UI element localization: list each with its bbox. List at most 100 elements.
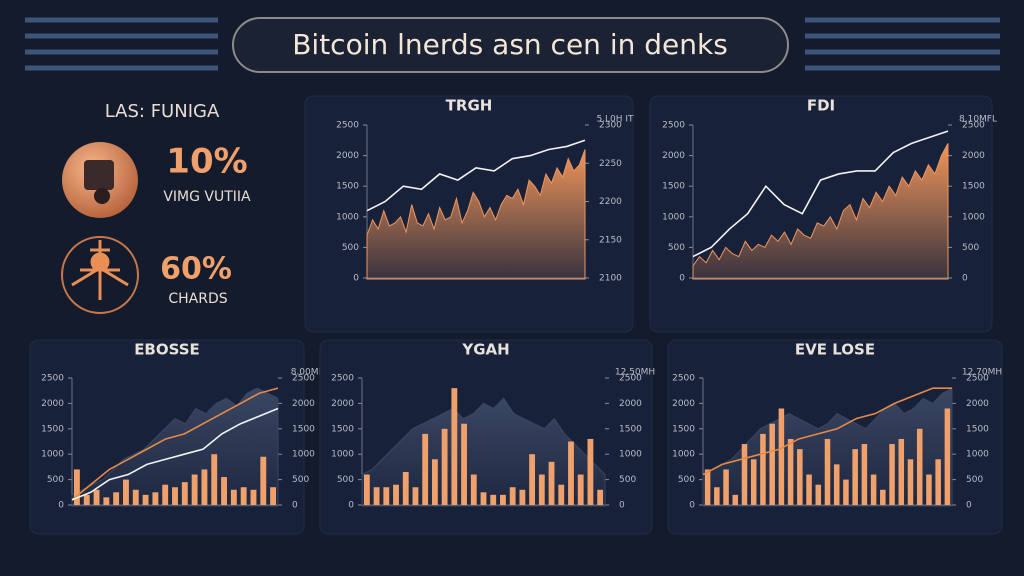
bar — [916, 428, 923, 505]
bar — [201, 469, 208, 505]
decor-stripes — [25, 17, 1000, 71]
bar — [926, 474, 932, 505]
bar — [889, 444, 895, 505]
y-tick-label: 1500 — [331, 424, 354, 434]
bar — [123, 479, 129, 505]
y2-tick-label: 1000 — [292, 450, 315, 460]
y-tick-label: 0 — [348, 501, 354, 511]
y2-tick-label: 2250 — [599, 159, 622, 169]
y2-tick-label: 2500 — [962, 121, 985, 131]
bar — [132, 489, 139, 505]
y-tick-label: 2000 — [331, 399, 354, 409]
y2-tick-label: 500 — [966, 475, 983, 485]
bar — [519, 489, 526, 505]
y2-tick-label: 2500 — [292, 374, 315, 384]
bar — [861, 444, 868, 505]
bar — [383, 487, 390, 505]
y2-tick-label: 500 — [292, 475, 309, 485]
bar — [461, 423, 467, 505]
y-tick-label: 2500 — [41, 374, 64, 384]
y2-axis-label: 5.L0H IT — [596, 115, 634, 125]
bar — [548, 461, 555, 505]
y-tick-label: 2000 — [336, 151, 359, 161]
y2-axis-label: 12.50MH — [615, 368, 655, 378]
bar — [760, 433, 766, 505]
line — [366, 139, 586, 212]
bar — [172, 487, 178, 505]
bar — [393, 484, 399, 505]
bar — [750, 459, 757, 505]
bar — [480, 492, 487, 505]
bar — [704, 469, 711, 505]
y2-tick-label: 2000 — [619, 399, 642, 409]
bar — [402, 471, 409, 505]
line — [71, 387, 279, 501]
bar — [944, 408, 951, 505]
bar — [587, 438, 594, 505]
bar — [723, 469, 729, 505]
bar — [824, 438, 831, 505]
bar — [509, 487, 516, 505]
bar — [412, 487, 419, 505]
y-tick-label: 2000 — [41, 399, 64, 409]
chart-title: EBOSSE — [134, 341, 200, 359]
bar — [93, 489, 100, 505]
bar — [907, 459, 914, 505]
bar — [73, 469, 80, 505]
y2-axis-label: 12.70MH — [962, 368, 1002, 378]
y-tick-label: 500 — [47, 475, 64, 485]
y2-tick-label: 1000 — [619, 450, 642, 460]
y2-tick-label: 1000 — [966, 450, 989, 460]
bar — [83, 494, 90, 505]
y2-tick-label: 0 — [962, 274, 968, 284]
y-tick-label: 1500 — [41, 424, 64, 434]
bar — [870, 474, 877, 505]
area — [692, 143, 949, 280]
bar — [363, 474, 370, 505]
y-tick-label: 500 — [337, 475, 354, 485]
chart-title: FDI — [807, 97, 835, 115]
y-tick-label: 500 — [668, 243, 685, 253]
bar — [732, 494, 739, 505]
y2-tick-label: 2100 — [599, 274, 622, 284]
y2-tick-label: 0 — [619, 501, 625, 511]
bar — [451, 388, 458, 505]
y-tick-label: 2000 — [662, 151, 685, 161]
y2-tick-label: 2150 — [599, 235, 622, 245]
y2-tick-label: 2000 — [962, 151, 985, 161]
stat-value: 60% — [160, 252, 232, 287]
bar — [843, 479, 849, 505]
area — [366, 149, 586, 280]
y-tick-label: 0 — [679, 274, 685, 284]
line — [71, 407, 279, 501]
y-tick-label: 2000 — [672, 399, 695, 409]
y2-tick-label: 1500 — [619, 424, 642, 434]
chart-title: YGAH — [461, 341, 509, 359]
y-tick-label: 500 — [342, 243, 359, 253]
line — [702, 387, 952, 476]
stat-icon — [61, 236, 139, 314]
bar — [162, 484, 169, 505]
bar — [221, 477, 227, 505]
bar — [431, 459, 438, 505]
bar — [422, 433, 429, 505]
stat-label: CHARDS — [168, 291, 227, 307]
bar — [898, 438, 905, 505]
bar — [778, 408, 785, 505]
bar — [815, 484, 822, 505]
bar — [270, 487, 277, 505]
bar — [441, 428, 448, 505]
stat-value: 10% — [166, 142, 247, 182]
bar — [113, 492, 120, 505]
y-tick-label: 1000 — [331, 450, 354, 460]
y-tick-label: 2500 — [331, 374, 354, 384]
y-tick-label: 0 — [353, 274, 359, 284]
bar — [797, 449, 803, 505]
bar — [568, 441, 574, 505]
bar — [806, 474, 812, 505]
y-tick-label: 2500 — [662, 121, 685, 131]
y-tick-label: 2500 — [336, 121, 359, 131]
y2-tick-label: 1500 — [966, 424, 989, 434]
title-pill — [232, 17, 789, 73]
